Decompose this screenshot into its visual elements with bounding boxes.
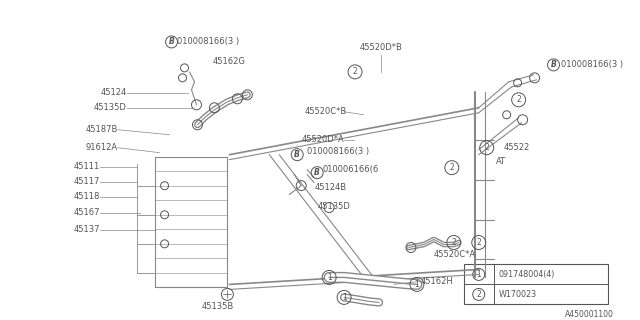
Text: 45135D: 45135D (94, 103, 127, 112)
Text: 45117: 45117 (74, 177, 100, 186)
Text: 45135B: 45135B (202, 302, 234, 311)
Text: 2: 2 (476, 238, 481, 247)
Text: 2: 2 (484, 143, 489, 152)
Text: 45522: 45522 (504, 143, 530, 152)
Text: 45124B: 45124B (314, 183, 346, 192)
Text: 45162G: 45162G (212, 57, 245, 66)
Text: 010008166(3 ): 010008166(3 ) (307, 147, 369, 156)
Text: 010006166(6: 010006166(6 (322, 165, 378, 174)
Text: 2: 2 (476, 290, 481, 299)
Text: 1: 1 (476, 270, 481, 279)
Text: 1: 1 (342, 293, 346, 302)
Text: 91612A: 91612A (86, 143, 118, 152)
Text: B: B (168, 37, 175, 46)
Text: 2: 2 (516, 95, 521, 104)
Text: B: B (314, 168, 320, 177)
Text: AT: AT (496, 157, 506, 166)
Text: 45520D*B: 45520D*B (360, 44, 403, 52)
Text: 010008166(3 ): 010008166(3 ) (561, 60, 623, 69)
Text: 45162H: 45162H (421, 277, 454, 286)
Text: 45118: 45118 (74, 192, 100, 201)
Text: 45520C*A: 45520C*A (434, 250, 476, 259)
Text: 45520D*A: 45520D*A (301, 135, 344, 144)
Text: 45187B: 45187B (85, 125, 118, 134)
Text: 45135D: 45135D (317, 202, 350, 211)
Text: 2: 2 (451, 238, 456, 247)
Text: 091748004(4): 091748004(4) (499, 270, 555, 279)
Text: 1: 1 (415, 280, 419, 289)
Text: 45137: 45137 (73, 225, 100, 234)
Text: 45520C*B: 45520C*B (305, 107, 347, 116)
Text: 45167: 45167 (73, 208, 100, 217)
Text: 010008166(3 ): 010008166(3 ) (177, 37, 239, 46)
Text: B: B (550, 60, 557, 69)
Text: 1: 1 (327, 273, 332, 282)
Text: B: B (294, 150, 300, 159)
Text: A450001100: A450001100 (564, 310, 613, 319)
Text: 2: 2 (449, 163, 454, 172)
Bar (464, 264, 609, 304)
Text: 45111: 45111 (74, 162, 100, 171)
Text: W170023: W170023 (499, 290, 537, 299)
Text: 2: 2 (353, 67, 358, 76)
Text: 45124: 45124 (100, 88, 127, 97)
